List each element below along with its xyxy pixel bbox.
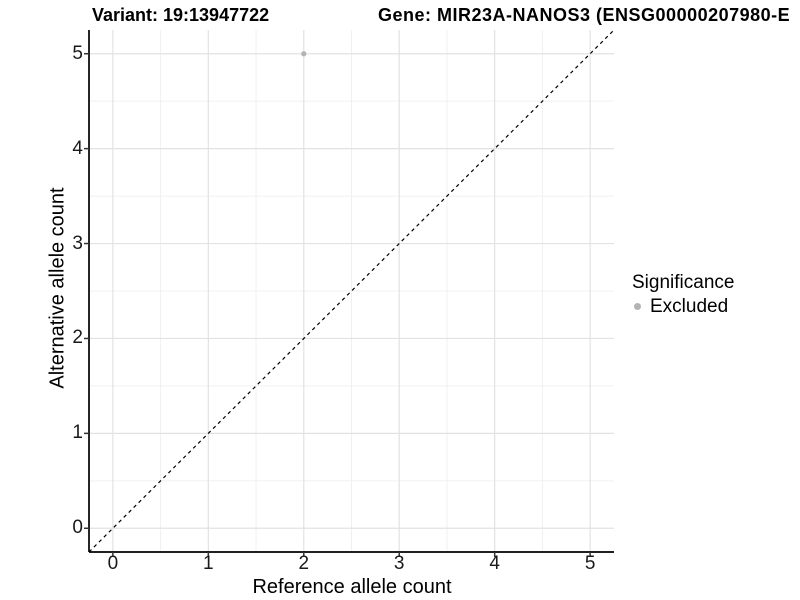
legend-item-label: Excluded [650,296,729,317]
y-tick-label: 4 [72,137,83,159]
x-tick-label: 2 [298,553,310,574]
y-tick-label: 3 [72,232,83,254]
x-tick-label: 3 [393,553,405,574]
y-tick-label: 5 [72,42,83,64]
y-tick-label: 0 [72,517,83,539]
y-tick-label: 1 [72,422,83,444]
identity-dashed-line [88,29,615,553]
y-tick-label: 2 [72,327,83,349]
x-tick-label: 5 [584,553,596,574]
x-axis-title: Reference allele count [252,576,452,598]
plot-title-variant: Variant: 19:13947722 [92,5,270,25]
legend: Significance Excluded [630,272,734,317]
x-tick-label: 4 [489,553,500,574]
legend-item-excluded: Excluded [630,296,734,317]
x-tick-label: 0 [107,553,119,574]
excluded-point-icon [634,303,641,310]
x-tick-label: 1 [203,553,214,574]
plot-title-gene: Gene: MIR23A-NANOS3 (ENSG00000207980-E [378,5,791,25]
data-point-excluded [301,51,307,57]
y-axis-title: Alternative allele count [46,187,69,389]
legend-title: Significance [632,272,735,293]
